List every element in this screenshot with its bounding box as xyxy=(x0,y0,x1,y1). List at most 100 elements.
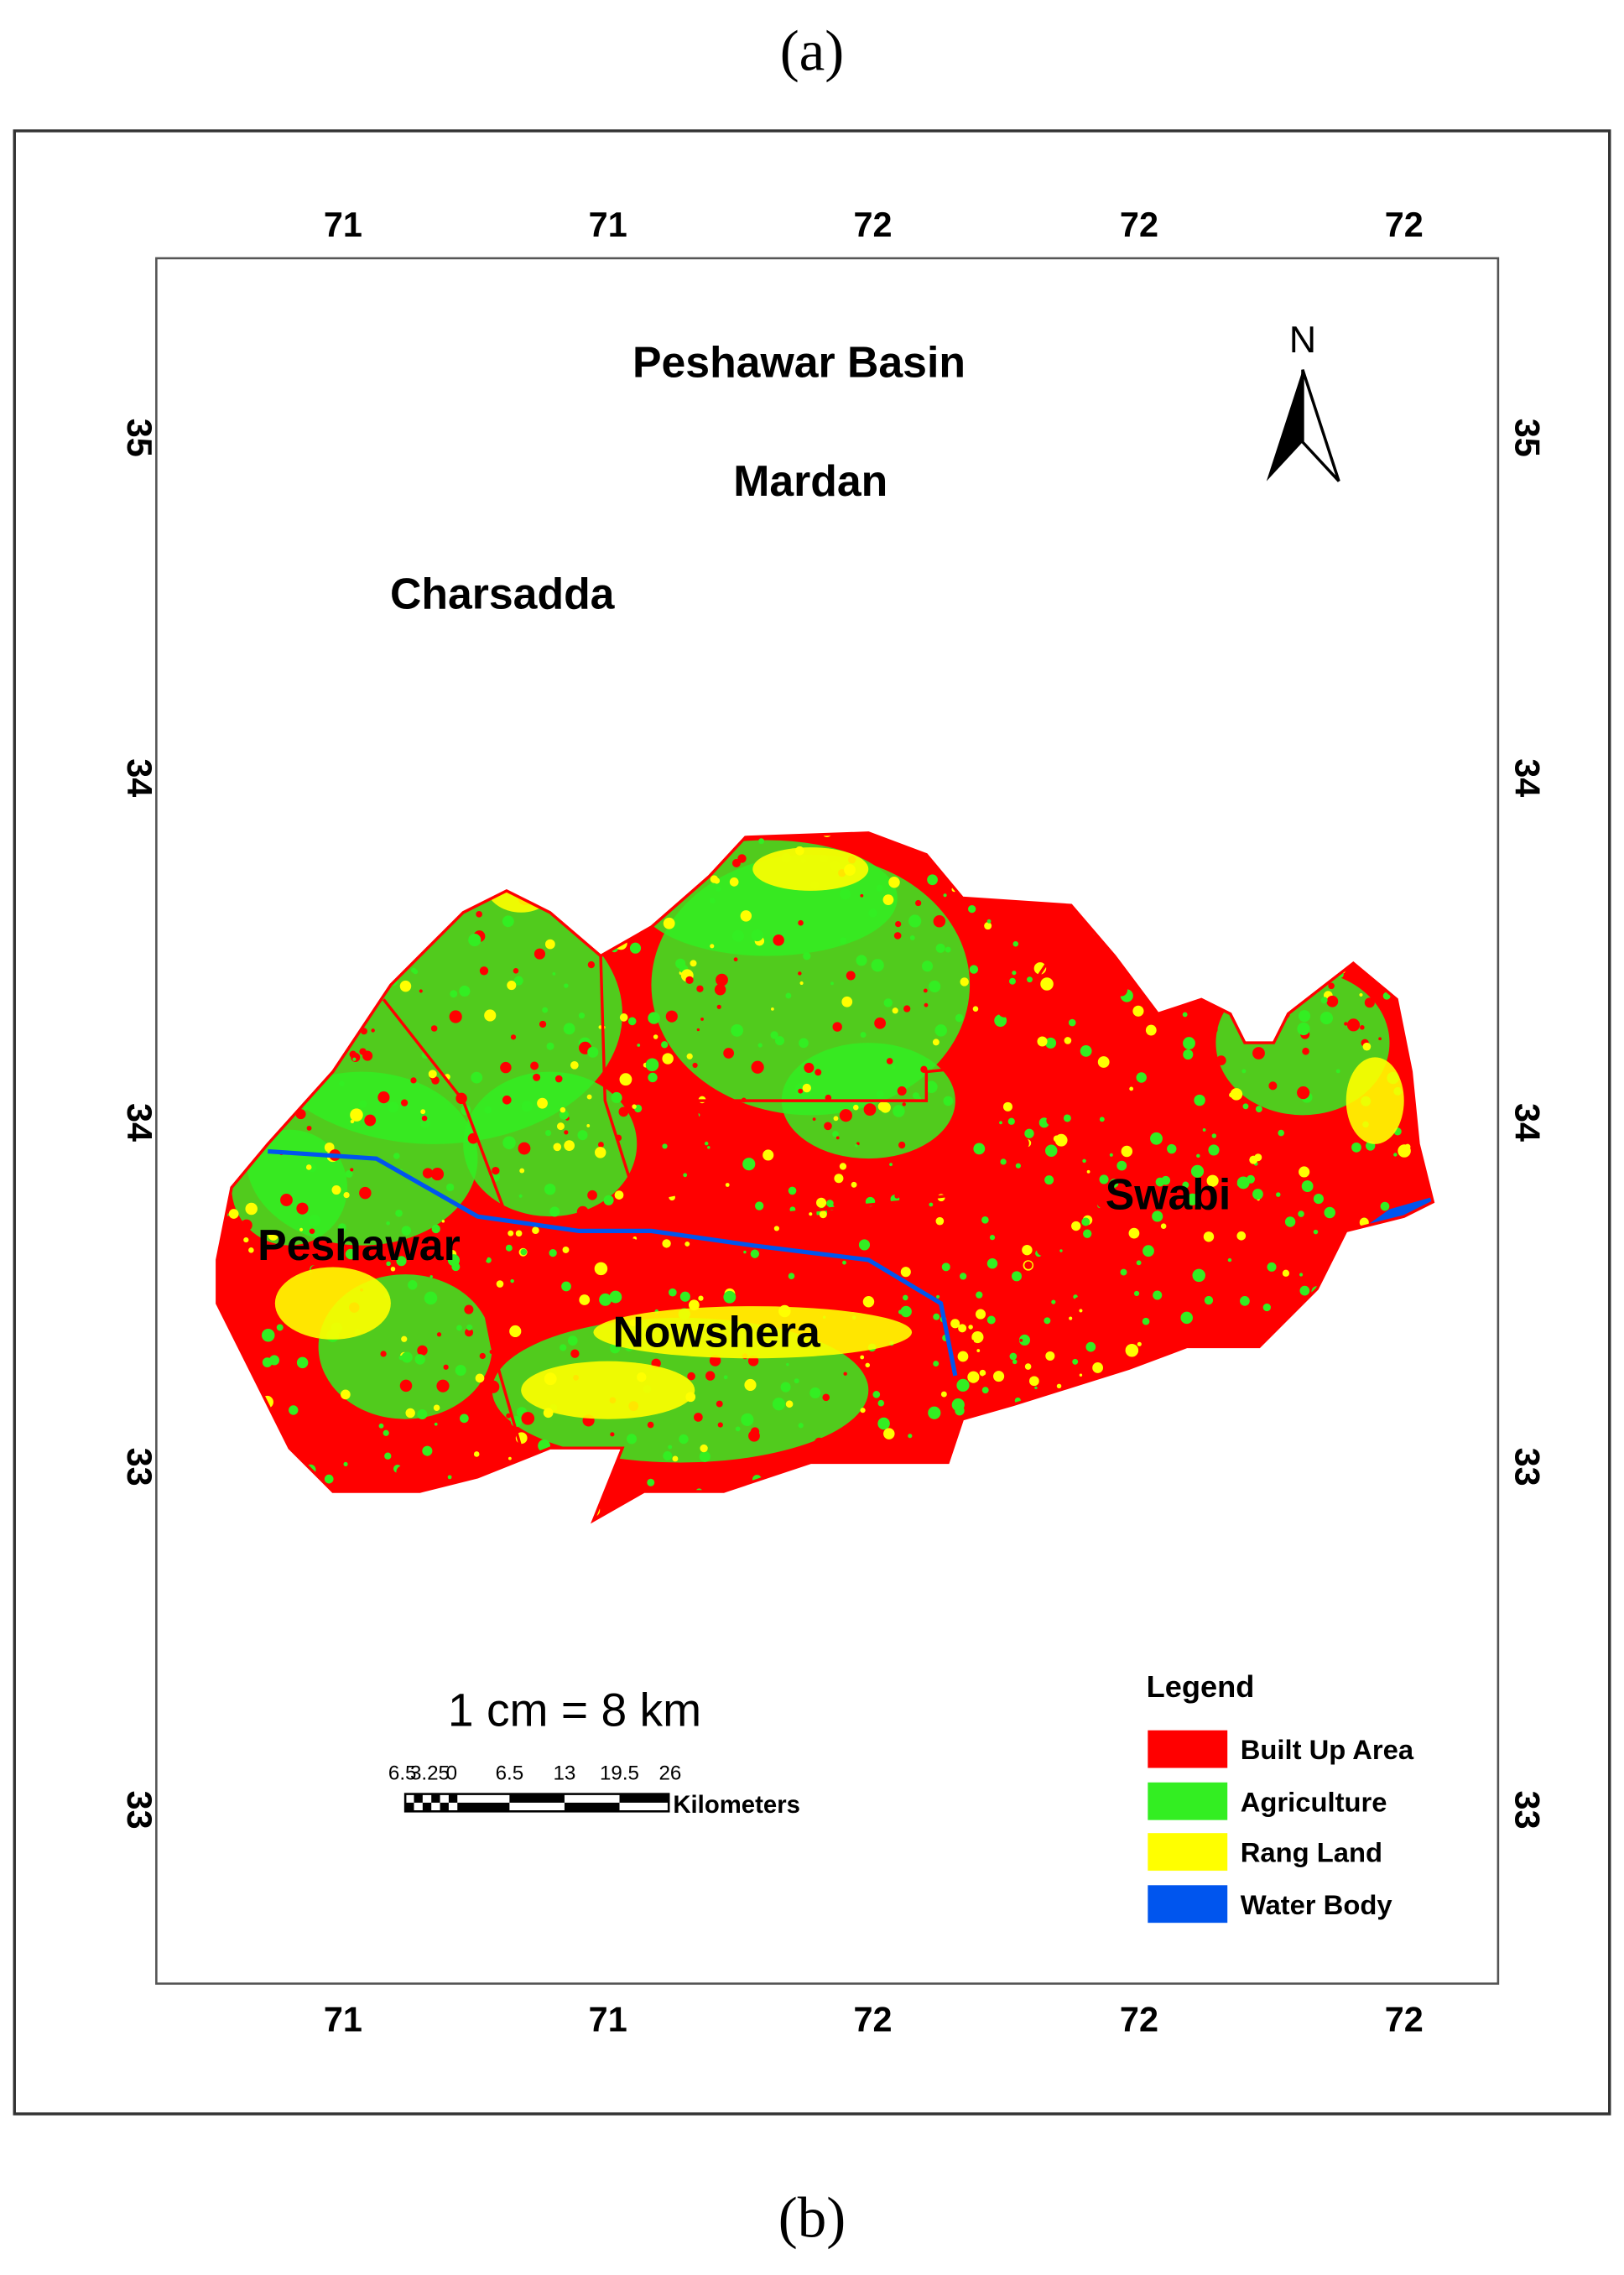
land-cover-speck xyxy=(468,836,473,841)
land-cover-speck xyxy=(798,971,802,976)
land-cover-speck xyxy=(459,985,471,997)
land-cover-speck xyxy=(1241,1358,1254,1372)
land-cover-speck xyxy=(1274,1299,1279,1304)
land-cover-speck xyxy=(733,957,738,962)
land-cover-speck xyxy=(690,1275,695,1281)
land-cover-speck xyxy=(337,845,350,857)
land-cover-speck xyxy=(1189,1358,1193,1362)
land-cover-speck xyxy=(1320,1346,1325,1351)
land-cover-speck xyxy=(1039,1289,1049,1300)
top-coordinate: 72 xyxy=(1385,206,1424,244)
right-coordinate: 34 xyxy=(1508,758,1547,797)
land-cover-speck xyxy=(901,825,908,832)
land-cover-speck xyxy=(1142,1317,1150,1325)
rangeland-patch xyxy=(752,847,869,891)
land-cover-speck xyxy=(1312,943,1318,949)
land-cover-speck xyxy=(398,1355,404,1361)
land-cover-speck xyxy=(1255,1106,1262,1113)
land-cover-speck xyxy=(712,1197,719,1204)
left-coordinate: 33 xyxy=(120,1448,159,1486)
land-cover-speck xyxy=(1212,886,1225,898)
land-cover-speck xyxy=(487,875,492,880)
land-cover-speck xyxy=(785,992,792,999)
land-cover-speck xyxy=(602,1455,606,1460)
land-cover-speck xyxy=(586,1094,592,1100)
land-cover-speck xyxy=(710,875,719,883)
land-cover-speck xyxy=(295,965,309,978)
land-cover-speck xyxy=(1320,1293,1331,1304)
land-cover-speck xyxy=(1276,1198,1288,1210)
land-cover-speck xyxy=(465,867,475,877)
land-cover-speck xyxy=(1092,1362,1103,1373)
land-cover-speck xyxy=(943,893,947,898)
land-cover-speck xyxy=(481,835,485,839)
land-cover-speck xyxy=(338,917,351,930)
land-cover-speck xyxy=(1283,840,1287,844)
outer-frame xyxy=(13,129,1611,2116)
land-cover-speck xyxy=(929,1265,941,1276)
land-cover-speck xyxy=(1221,947,1234,960)
land-cover-speck xyxy=(216,849,223,860)
land-cover-speck xyxy=(751,1060,764,1074)
land-cover-speck xyxy=(408,1280,418,1290)
land-cover-speck xyxy=(253,1120,263,1130)
land-cover-speck xyxy=(1287,919,1295,928)
land-cover-speck xyxy=(663,917,675,929)
rangeland-patch xyxy=(1346,1057,1404,1144)
land-cover-speck xyxy=(997,1004,1011,1018)
land-cover-speck xyxy=(1231,1434,1239,1443)
land-cover-speck xyxy=(1286,992,1290,997)
land-cover-speck xyxy=(1093,869,1106,882)
land-cover-speck xyxy=(1011,1258,1018,1266)
land-cover-speck xyxy=(1405,1033,1417,1045)
land-cover-speck xyxy=(1059,893,1067,901)
land-cover-speck xyxy=(743,1250,747,1254)
land-cover-speck xyxy=(1194,1447,1200,1453)
land-cover-speck xyxy=(797,1177,800,1180)
land-cover-speck xyxy=(361,845,368,852)
land-cover-speck xyxy=(1306,948,1314,956)
land-cover-speck xyxy=(716,886,721,892)
land-cover-speck xyxy=(792,1217,799,1225)
land-cover-speck xyxy=(909,935,915,940)
land-cover-speck xyxy=(653,1034,658,1039)
land-cover-speck xyxy=(540,853,553,865)
land-cover-speck xyxy=(1329,915,1336,922)
land-cover-speck xyxy=(1236,1181,1242,1187)
land-cover-speck xyxy=(1277,1465,1283,1471)
land-cover-speck xyxy=(832,1131,839,1138)
land-cover-speck xyxy=(944,1219,954,1229)
land-cover-speck xyxy=(934,1024,947,1037)
land-cover-speck xyxy=(839,1109,852,1122)
land-cover-speck xyxy=(770,1007,774,1011)
land-cover-speck xyxy=(585,1460,592,1467)
land-cover-speck xyxy=(445,832,450,834)
land-cover-speck xyxy=(386,1261,391,1267)
land-cover-speck xyxy=(544,1183,556,1195)
land-cover-speck xyxy=(925,1080,938,1093)
land-cover-speck xyxy=(1206,1174,1219,1187)
land-cover-speck xyxy=(828,1481,839,1492)
land-cover-speck xyxy=(433,850,440,856)
land-cover-speck xyxy=(1128,1227,1140,1239)
land-cover-speck xyxy=(1195,943,1200,947)
land-cover-speck xyxy=(1032,1431,1044,1444)
land-cover-speck xyxy=(471,1071,483,1084)
land-cover-speck xyxy=(230,1455,241,1465)
left-coordinate: 34 xyxy=(120,758,159,797)
land-cover-speck xyxy=(1074,1334,1085,1346)
land-cover-speck xyxy=(1121,927,1134,940)
land-cover-speck xyxy=(364,1114,377,1127)
land-cover-speck xyxy=(748,1286,753,1291)
rangeland-patch xyxy=(521,1361,695,1419)
land-cover-speck xyxy=(1324,1506,1332,1514)
land-cover-speck xyxy=(1370,1497,1374,1502)
land-cover-speck xyxy=(1164,841,1169,845)
land-cover-speck xyxy=(436,1332,442,1337)
land-cover-speck xyxy=(324,1474,334,1484)
land-cover-speck xyxy=(763,1149,774,1161)
land-cover-speck xyxy=(710,898,716,903)
land-cover-speck xyxy=(1073,979,1084,990)
land-cover-speck xyxy=(1351,1238,1360,1247)
land-cover-speck xyxy=(250,1114,256,1120)
